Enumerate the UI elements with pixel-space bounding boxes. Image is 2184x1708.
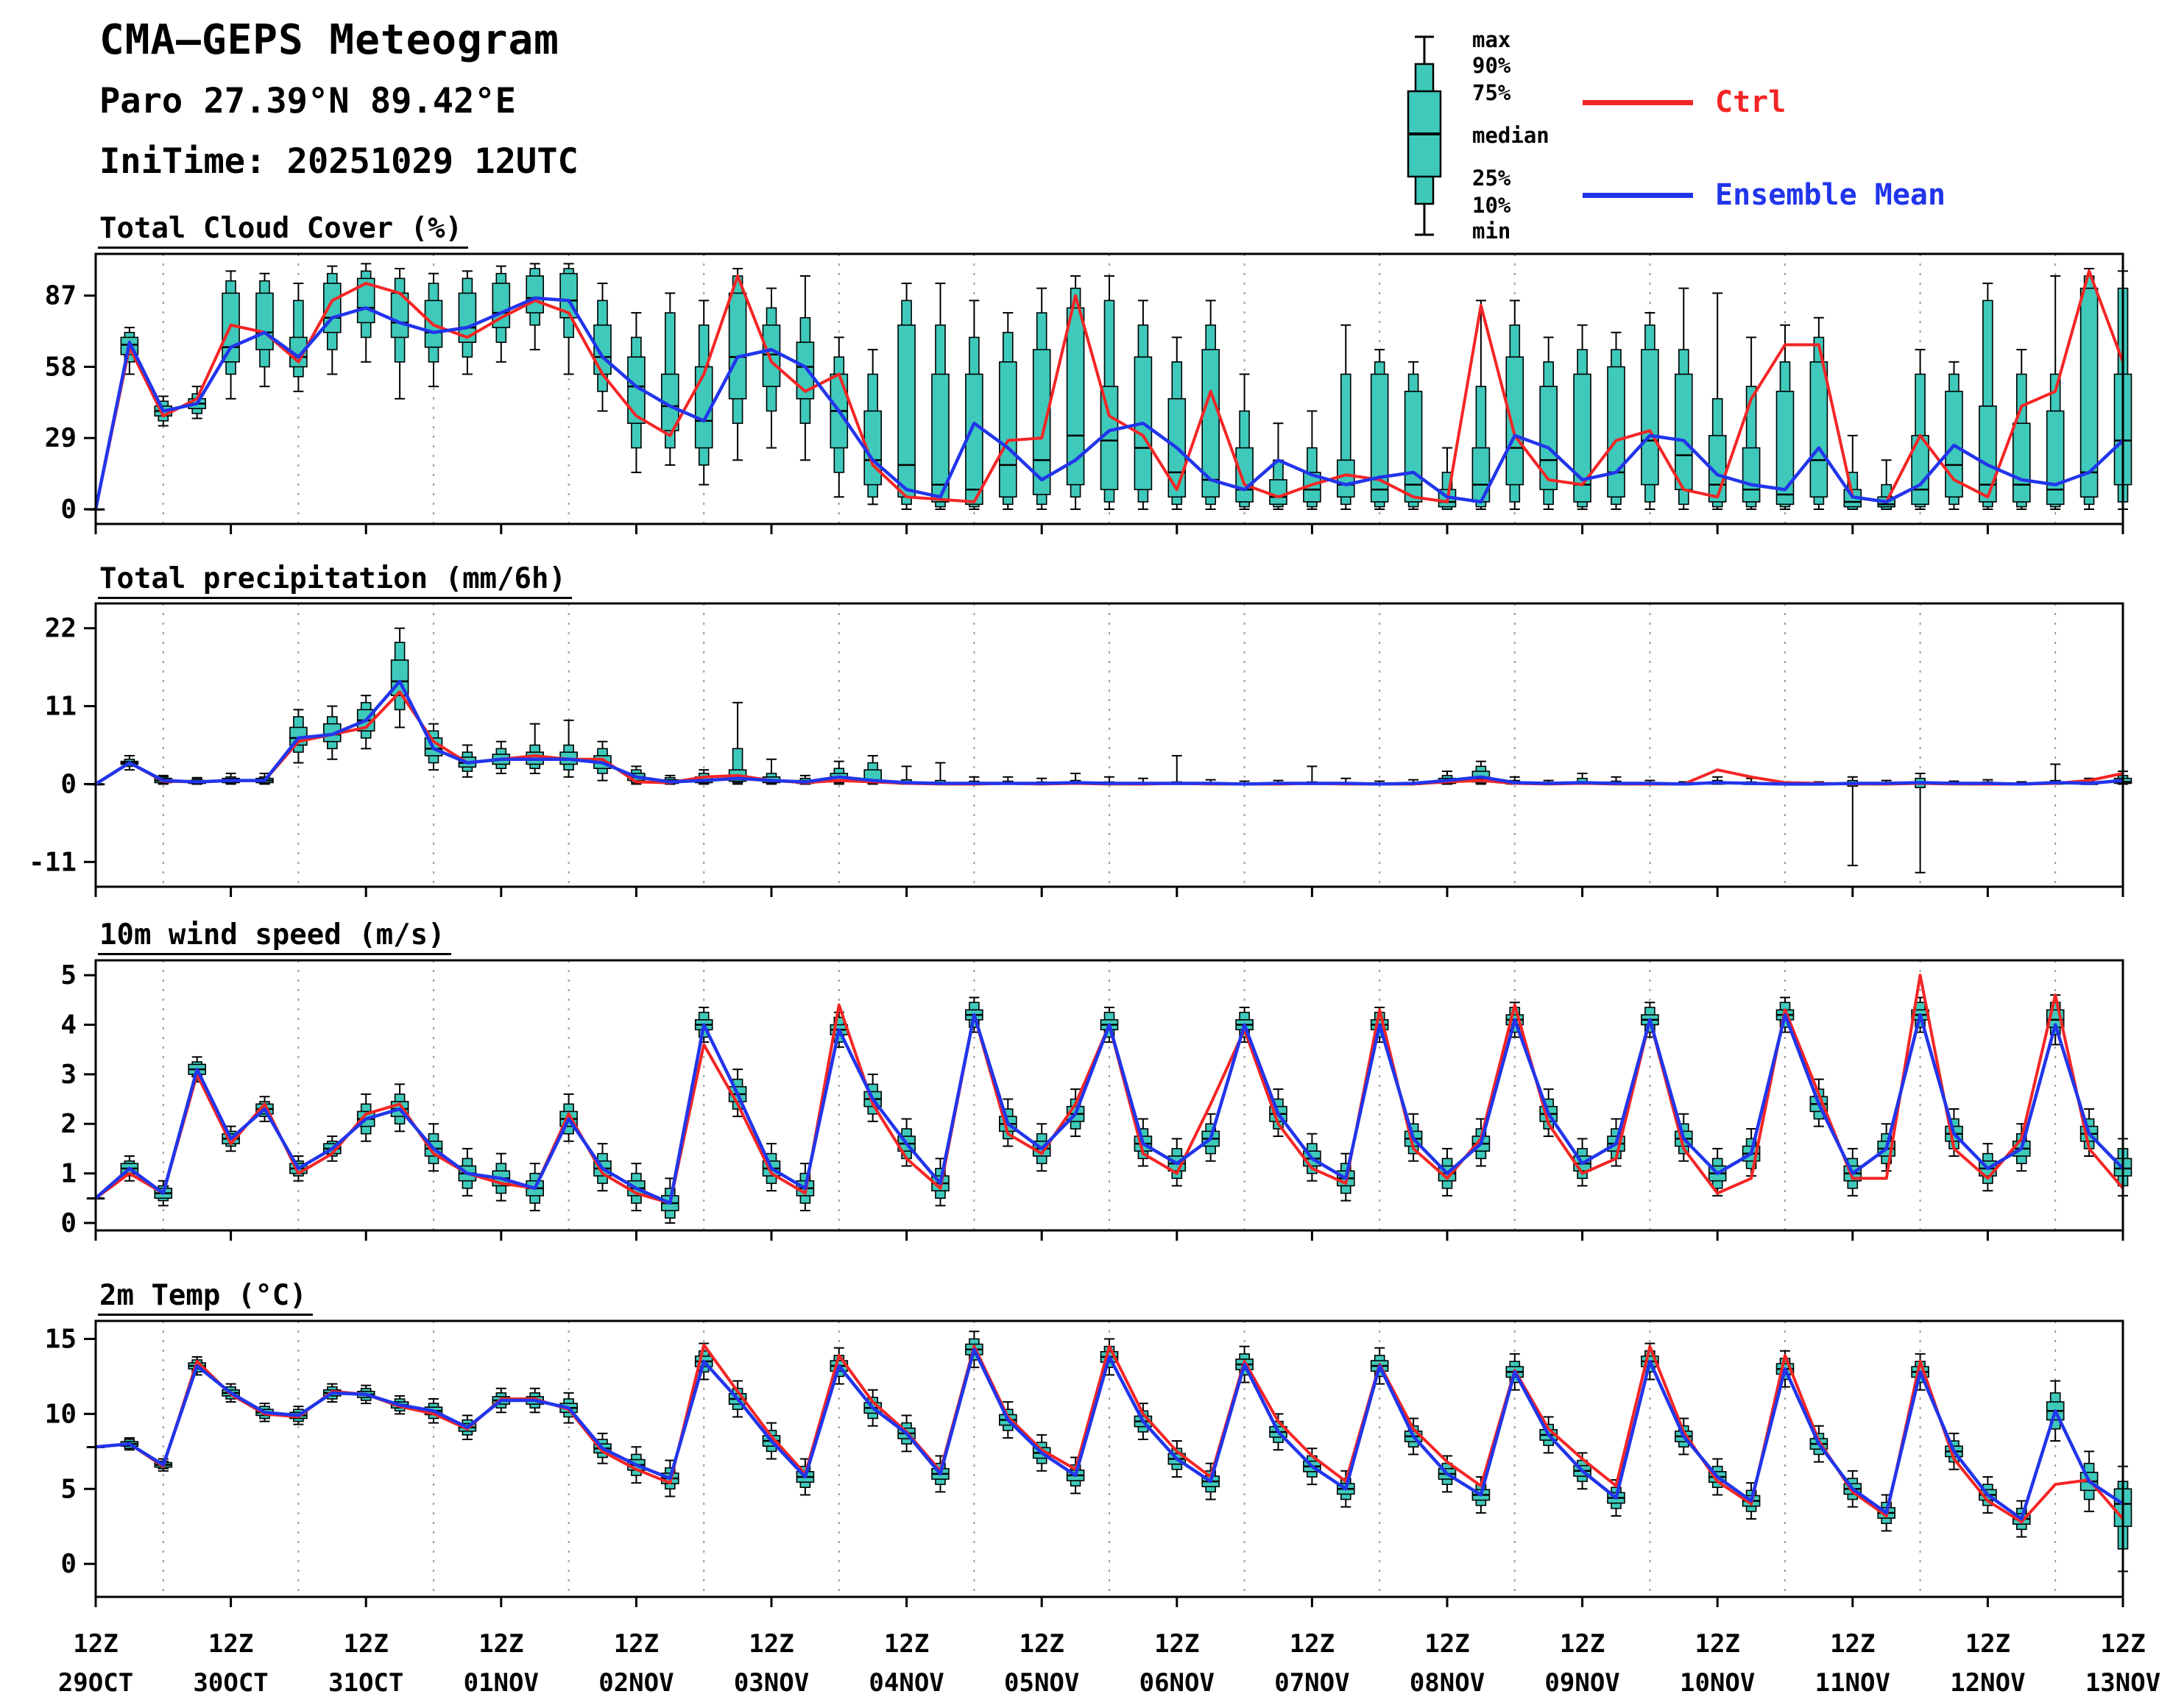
x-tick-date: 08NOV: [1410, 1668, 1485, 1698]
x-tick-date: 07NOV: [1274, 1668, 1349, 1698]
y-tick-label-wind: 2: [60, 1109, 77, 1139]
boxplots-cloud: [86, 263, 2132, 511]
ctrl-line-temp: [95, 1343, 2124, 1524]
panel-frame-wind: [94, 959, 2124, 1232]
ctrl-line-cloud: [94, 269, 2124, 510]
y-tick-label-temp: 10: [45, 1399, 77, 1429]
y-tick-label-wind: 3: [60, 1060, 77, 1090]
x-tick-hour: 12Z: [1560, 1629, 1605, 1659]
panel-title-cloud: Total Cloud Cover (%): [98, 212, 469, 249]
x-tick-date: 31OCT: [328, 1668, 403, 1698]
panel-title-temp: 2m Temp (°C): [98, 1279, 313, 1316]
ctrl-legend-label: Ctrl: [1715, 85, 1787, 119]
panel-temp: 0 5 10 15: [45, 1319, 2132, 1607]
boxplot-legend-glyph: [1407, 35, 1442, 236]
x-tick-date: 09NOV: [1544, 1668, 1619, 1698]
x-tick-date: 04NOV: [869, 1668, 944, 1698]
x-tick-hour: 12Z: [1694, 1629, 1739, 1659]
panel-frame-temp: [94, 1319, 2124, 1598]
init-time-label: IniTime: 20251029 12UTC: [99, 141, 579, 182]
panel-title-wind: 10m wind speed (m/s): [98, 918, 451, 955]
y-tick-label-temp: 0: [60, 1549, 77, 1579]
x-tick-date: 29OCT: [58, 1668, 133, 1698]
legend-25pct-label: 25%: [1472, 166, 1511, 191]
y-tick-label-cloud: 29: [45, 423, 77, 453]
x-tick-hour: 12Z: [1830, 1629, 1875, 1659]
legend-max-label: max: [1472, 27, 1511, 52]
x-tick-date: 05NOV: [1004, 1668, 1079, 1698]
y-tick-label-temp: 5: [60, 1474, 77, 1504]
y-tick-label-wind: 1: [60, 1159, 77, 1189]
time-axis: 12Z 29OCT 12Z 30OCT 12Z 31OCT 12Z 01NOV 12Z 02NOV…: [58, 1629, 2160, 1698]
ensemble-mean-line-temp: [95, 1347, 2124, 1521]
y-tick-label-wind: 0: [60, 1208, 77, 1239]
x-tick-hour: 12Z: [343, 1629, 388, 1659]
x-tick-hour: 12Z: [749, 1629, 794, 1659]
y-tick-label-cloud: 0: [60, 495, 77, 525]
x-tick-date: 10NOV: [1680, 1668, 1755, 1698]
x-tick-date: 11NOV: [1815, 1668, 1890, 1698]
panel-precip: -11 0 11 22: [29, 602, 2132, 897]
x-tick-hour: 12Z: [1965, 1629, 2010, 1659]
x-tick-hour: 12Z: [73, 1629, 118, 1659]
boxplots-precip: [86, 627, 2132, 874]
y-tick-label-precip: 11: [45, 692, 77, 722]
x-tick-hour: 12Z: [208, 1629, 253, 1659]
x-tick-date: 06NOV: [1139, 1668, 1215, 1698]
x-tick-hour: 12Z: [1290, 1629, 1335, 1659]
x-tick-date: 02NOV: [598, 1668, 674, 1698]
ensemble-mean-line-precip: [94, 679, 2124, 786]
y-tick-label-wind: 4: [60, 1010, 77, 1041]
x-tick-hour: 12Z: [884, 1629, 929, 1659]
ensemble-mean-line-wind: [94, 1013, 2124, 1205]
x-tick-date: 30OCT: [193, 1668, 268, 1698]
x-tick-hour: 12Z: [614, 1629, 659, 1659]
legend-90pct-label: 90%: [1472, 53, 1511, 78]
x-tick-hour: 12Z: [1424, 1629, 1469, 1659]
x-tick-date: 03NOV: [734, 1668, 809, 1698]
panel-title-precip: Total precipitation (mm/6h): [98, 562, 572, 599]
x-tick-hour: 12Z: [1154, 1629, 1199, 1659]
y-tick-label-temp: 15: [45, 1324, 77, 1354]
boxplot-legend: max 90% 75% median 25% 10% min: [1399, 27, 1641, 252]
y-tick-label-cloud: 87: [45, 281, 77, 311]
panel-wind: 0 1 2 3 4 5: [60, 959, 2132, 1241]
y-tick-label-precip: 22: [45, 614, 77, 644]
x-tick-date: 13NOV: [2085, 1668, 2160, 1698]
legend-75pct-label: 75%: [1472, 80, 1511, 105]
panel-cloud: 0 29 58 87: [45, 252, 2132, 534]
location-label: Paro 27.39°N 89.42°E: [99, 81, 516, 121]
y-tick-label-cloud: 58: [45, 352, 77, 382]
ensemble-mean-legend-entry: Ensemble Mean: [1583, 178, 1946, 212]
ensemble-mean-line-cloud: [93, 296, 2124, 510]
ctrl-legend-entry: Ctrl: [1583, 85, 1786, 119]
x-tick-hour: 12Z: [478, 1629, 523, 1659]
x-tick-date: 01NOV: [464, 1668, 539, 1698]
x-tick-hour: 12Z: [2100, 1629, 2145, 1659]
panel-frame-precip: [94, 602, 2124, 888]
legend-10pct-label: 10%: [1472, 193, 1511, 218]
y-tick-label-precip: 0: [60, 769, 77, 799]
ensemble-mean-legend-label: Ensemble Mean: [1715, 178, 1946, 212]
y-tick-label-precip: -11: [29, 847, 77, 877]
legend-min-label: min: [1472, 219, 1511, 244]
legend-median-label: median: [1472, 123, 1549, 148]
y-tick-label-wind: 5: [60, 960, 77, 991]
ctrl-line-swatch: [1583, 99, 1693, 105]
panel-frame-cloud: [94, 252, 2124, 525]
page-title: CMA—GEPS Meteogram: [99, 16, 559, 64]
x-tick-date: 12NOV: [1950, 1668, 2025, 1698]
x-tick-hour: 12Z: [1019, 1629, 1064, 1659]
ensemble-mean-line-swatch: [1583, 192, 1693, 198]
